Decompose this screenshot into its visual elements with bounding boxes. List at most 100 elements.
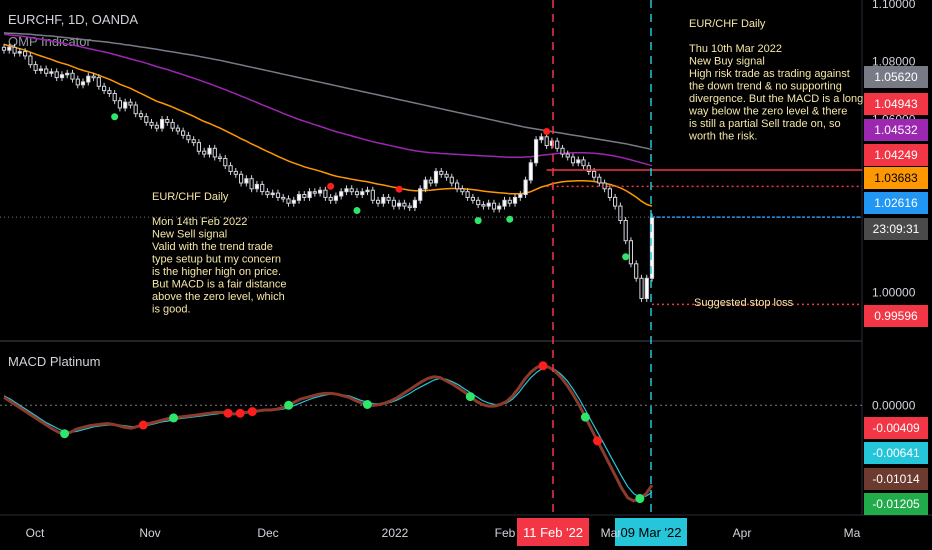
candle-body (133, 104, 138, 115)
candle-body (460, 188, 465, 193)
candle-body (223, 158, 228, 167)
candle-body (412, 199, 417, 209)
candle-body (44, 68, 49, 74)
candle-body (481, 204, 486, 207)
candle-body (128, 101, 133, 106)
time-axis-label: Feb (495, 526, 516, 540)
date-marker-badge[interactable] (615, 518, 687, 546)
sell-note: EUR/CHF Daily Mon 14th Feb 2022 New Sell … (152, 191, 287, 316)
candle-body (576, 159, 581, 164)
candle-body (286, 198, 291, 204)
candle-body (112, 93, 117, 102)
macd-buy-dot (635, 494, 645, 504)
candle-body (381, 196, 386, 204)
candle-body (244, 178, 249, 184)
candle-body (165, 119, 170, 123)
macd-buy-dot (169, 413, 179, 423)
candle-body (644, 277, 649, 299)
candle-body (239, 173, 244, 184)
candle-body (75, 78, 80, 86)
macd-sell-dot (138, 420, 148, 430)
candle-body (507, 199, 512, 204)
price-tag-label: 0.99596 (874, 309, 918, 323)
time-axis-label: Apr (733, 526, 752, 540)
time-axis-label: Nov (139, 526, 160, 540)
candle-body (423, 179, 428, 190)
time-axis-label: Dec (257, 526, 278, 540)
candle-body (623, 220, 628, 242)
time-axis-label: Ma (844, 526, 861, 540)
candle-body (407, 205, 412, 209)
candle-body (302, 194, 307, 198)
macd-tag (864, 468, 928, 490)
candle-body (260, 183, 265, 193)
candle-body (455, 182, 460, 190)
candle-body (186, 134, 191, 141)
candle-body (249, 178, 254, 190)
candle-body (138, 113, 144, 118)
date-marker-badge[interactable] (517, 518, 589, 546)
date-marker-label: 11 Feb '22 (523, 525, 583, 540)
candle-body (160, 119, 165, 129)
candle-body (428, 179, 433, 184)
candle-body (592, 170, 597, 178)
candle-body (70, 72, 75, 80)
time-axis-label: 2022 (382, 526, 409, 540)
candle-body (560, 147, 565, 155)
candle-body (544, 136, 549, 147)
candle-body (181, 130, 186, 136)
candle-body (123, 101, 128, 109)
candle-body (360, 191, 365, 196)
candle-body (54, 71, 59, 79)
candle-body (523, 179, 528, 196)
price-tag (864, 66, 928, 88)
sell-signal-dot (327, 182, 335, 190)
price-tag (864, 218, 928, 240)
candle-body (233, 170, 238, 175)
candle-body (202, 150, 207, 155)
candle-body (386, 196, 391, 201)
candle-body (96, 77, 101, 87)
buy-signal-dot (622, 253, 630, 261)
price-tag-label: 1.03683 (874, 171, 918, 185)
candle-body (402, 202, 407, 207)
macd-buy-dot (284, 400, 294, 410)
candle-body (28, 55, 33, 66)
fast-ma-line (3, 43, 653, 207)
candle-body (228, 165, 233, 172)
candle-body (512, 196, 518, 204)
stop-loss-note: Suggested stop loss (694, 297, 794, 309)
candle-body (333, 195, 338, 201)
price-tag (864, 144, 928, 166)
price-tag-label: 1.04943 (874, 97, 918, 111)
time-axis-label: Oct (26, 526, 45, 540)
macd-buy-dot (60, 429, 70, 439)
candle-body (581, 159, 586, 167)
candle-body (539, 136, 544, 141)
candle-body (191, 139, 196, 144)
candle-body (534, 139, 539, 164)
candle-body (486, 202, 491, 207)
price-tag-label: 1.04249 (874, 148, 918, 162)
candle-body (144, 116, 149, 123)
candle-body (555, 140, 560, 149)
candle-body (86, 75, 91, 83)
candle-body (323, 189, 328, 198)
candle-body (102, 85, 107, 92)
time-axis-label: Mar (601, 526, 622, 540)
price-tag (864, 192, 928, 214)
candle-body (449, 176, 454, 184)
candle-body (117, 100, 123, 109)
candle-body (80, 81, 86, 86)
buy-signal-dot (111, 113, 119, 121)
candle-body (491, 202, 497, 210)
candle-body (318, 189, 323, 194)
macd-sell-dot (538, 361, 548, 371)
candle-body (639, 277, 644, 299)
candle-body (370, 189, 375, 201)
candle-body (23, 51, 28, 57)
price-tag-label: 1.02616 (874, 196, 918, 210)
candle-body (275, 192, 281, 198)
